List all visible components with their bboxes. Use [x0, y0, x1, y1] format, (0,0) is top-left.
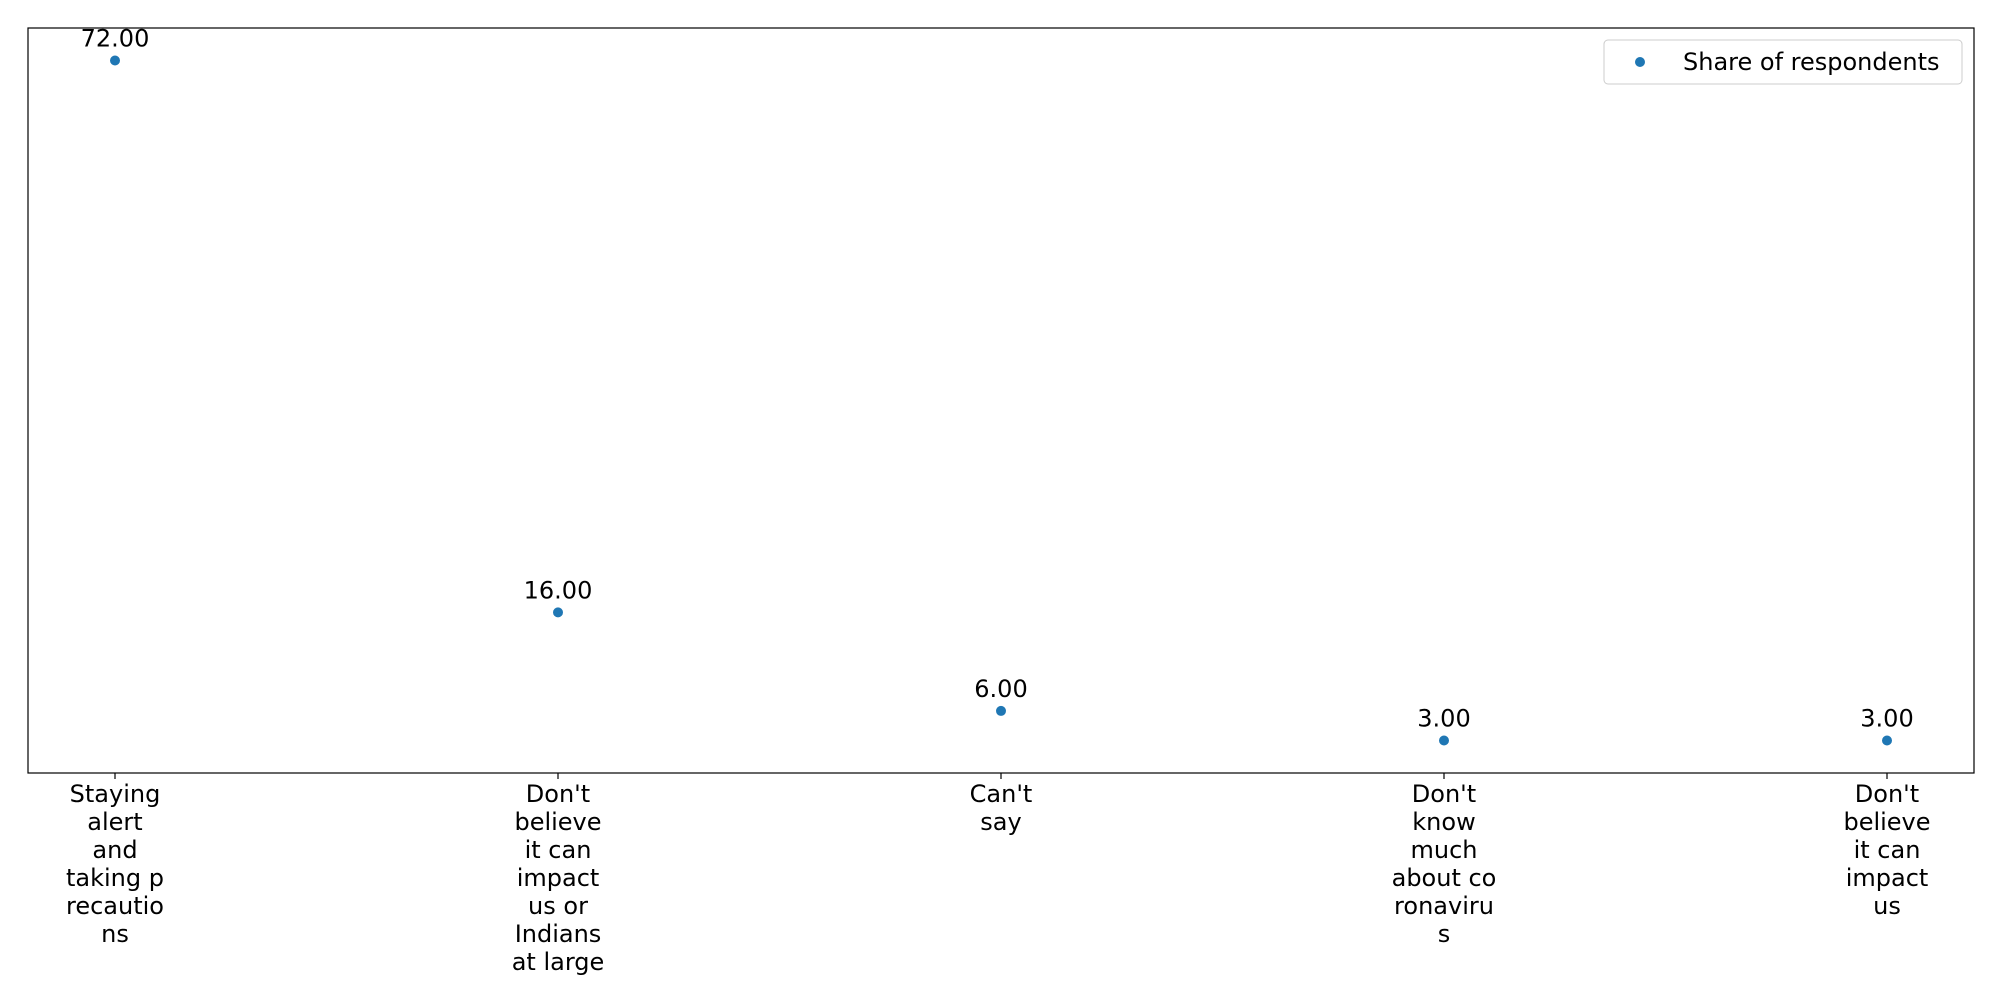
x-tick-label: Don't believe it can impact us [1843, 780, 1930, 920]
data-point [553, 607, 563, 618]
legend-label: Share of respondents [1683, 48, 1940, 76]
data-points [110, 55, 1892, 746]
legend: Share of respondents [1603, 39, 1963, 85]
x-tick-label: Don't believe it can impact us or Indians at l… [512, 780, 605, 976]
data-point [1882, 735, 1892, 746]
x-tick-label: Can't say [970, 780, 1033, 836]
x-tick-label: Staying alert and taking p recautio ns [66, 780, 164, 948]
x-axis: Staying alert and taking p recautio ns Don't be… [66, 773, 1931, 976]
data-point [1439, 735, 1449, 746]
data-labels: 72.00 16.00 6.00 3.00 3.00 [81, 25, 1914, 733]
data-label: 6.00 [974, 675, 1027, 703]
data-point [996, 705, 1006, 716]
plot-area-frame [27, 27, 1975, 774]
legend-marker [1635, 57, 1645, 67]
x-tick-label: Don't know much about co ronaviru s [1392, 780, 1497, 948]
data-label: 3.00 [1860, 704, 1913, 732]
legend-box [1603, 39, 1963, 85]
data-label: 72.00 [81, 25, 150, 53]
data-point [110, 55, 120, 66]
data-label: 3.00 [1417, 704, 1470, 732]
data-label: 16.00 [524, 576, 593, 604]
